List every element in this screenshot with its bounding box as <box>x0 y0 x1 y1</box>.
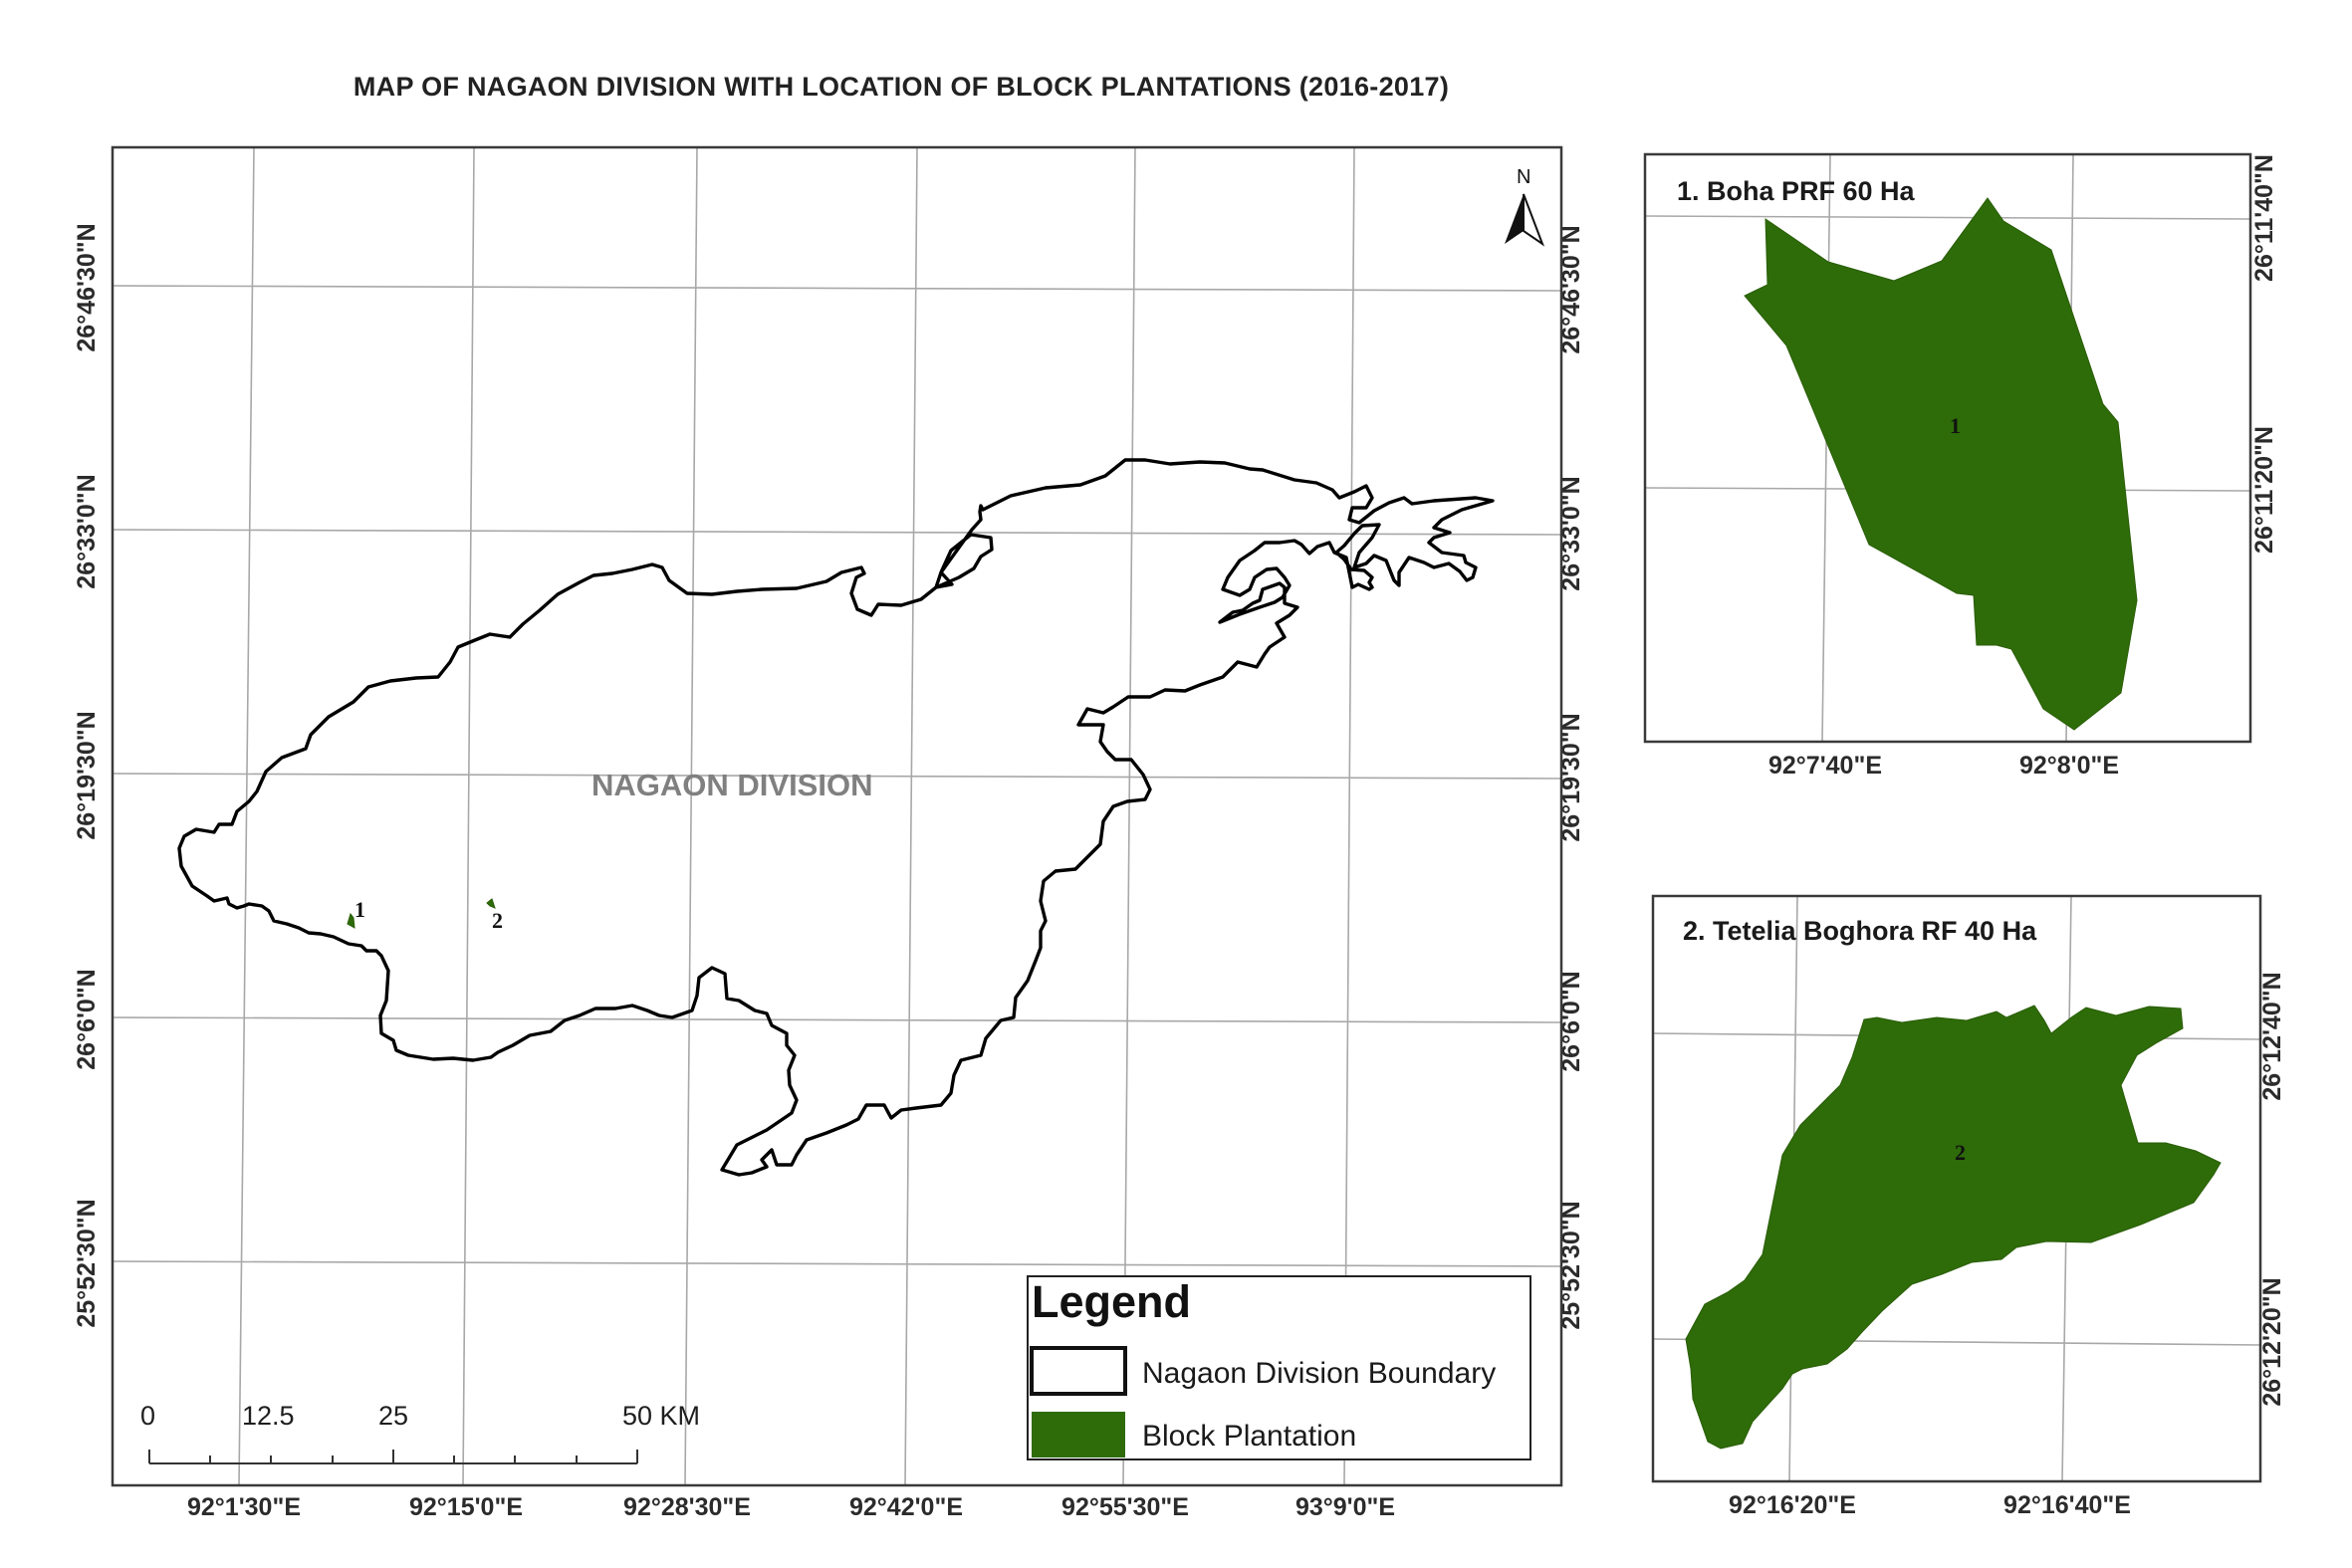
svg-text:92°8'0"E: 92°8'0"E <box>2019 752 2119 780</box>
boha-marker: 1 <box>1950 413 1961 438</box>
latitude-labels-left: 26°46'30"N 26°33'0"N 26°19'30"N 26°6'0"N… <box>73 223 101 1327</box>
nagaon-division-boundary <box>177 458 1495 1177</box>
plantation-marker-2 <box>486 898 496 909</box>
inset-2-frame <box>1651 894 2262 1483</box>
svg-text:25: 25 <box>378 1401 408 1431</box>
svg-text:92°55'30"E: 92°55'30"E <box>1061 1493 1189 1521</box>
svg-text:26°12'20"N: 26°12'20"N <box>2258 1277 2286 1406</box>
main-map-frame <box>111 145 1563 1487</box>
inset-2-tetelia: 2 2. Tetelia Boghora RF 40 Ha 26°12'40"N… <box>1651 894 2286 1519</box>
svg-text:92°16'40"E: 92°16'40"E <box>2003 1491 2131 1519</box>
svg-text:92°7'40"E: 92°7'40"E <box>1768 752 1882 780</box>
inset-1-frame <box>1643 152 2252 744</box>
plantation-label-2: 2 <box>492 908 503 933</box>
longitude-labels: 92°1'30"E 92°15'0"E 92°28'30"E 92°42'0"E… <box>187 1493 1395 1521</box>
north-arrow-letter: N <box>1517 166 1530 188</box>
svg-text:26°19'30"N: 26°19'30"N <box>73 711 101 839</box>
plantation-marker-1 <box>347 912 355 929</box>
svg-text:92°15'0"E: 92°15'0"E <box>409 1493 523 1521</box>
svg-text:26°11'40"N: 26°11'40"N <box>2250 154 2278 282</box>
plantation-label-1: 1 <box>354 897 365 922</box>
svg-text:93°9'0"E: 93°9'0"E <box>1295 1493 1395 1521</box>
boha-plantation-polygon <box>1744 197 2138 731</box>
legend: Legend Nagaon Division Boundary Block Pl… <box>1027 1275 1531 1460</box>
main-graticule <box>112 146 1562 1486</box>
svg-text:26°33'0"N: 26°33'0"N <box>73 474 101 588</box>
legend-item-boundary: Nagaon Division Boundary <box>1142 1357 1496 1390</box>
svg-text:26°46'30"N: 26°46'30"N <box>73 223 101 351</box>
svg-text:50 KM: 50 KM <box>622 1401 700 1431</box>
svg-text:26°6'0"N: 26°6'0"N <box>73 969 101 1069</box>
svg-text:92°16'20"E: 92°16'20"E <box>1729 1491 1856 1519</box>
north-arrow-icon: N <box>1505 166 1545 247</box>
inset-1-title: 1. Boha PRF 60 Ha <box>1677 176 1916 206</box>
legend-title: Legend <box>1032 1276 1191 1327</box>
svg-text:12.5: 12.5 <box>242 1401 295 1431</box>
main-map: 1 2 NAGAON DIVISION N 26°46'30"N 26°33'0… <box>73 145 1585 1521</box>
svg-text:26°11'20"N: 26°11'20"N <box>2250 426 2278 554</box>
tetelia-plantation-polygon <box>1685 1005 2222 1450</box>
svg-text:92°28'30"E: 92°28'30"E <box>623 1493 751 1521</box>
division-label: NAGAON DIVISION <box>591 768 872 802</box>
map-title: MAP OF NAGAON DIVISION WITH LOCATION OF … <box>353 72 1450 102</box>
legend-plantation-symbol <box>1032 1412 1125 1457</box>
svg-text:92°42'0"E: 92°42'0"E <box>849 1493 963 1521</box>
scale-bar: 0 12.5 25 50 KM <box>140 1401 700 1464</box>
svg-text:25°52'30"N: 25°52'30"N <box>73 1199 101 1327</box>
tetelia-marker: 2 <box>1955 1140 1966 1165</box>
svg-text:0: 0 <box>140 1401 155 1431</box>
inset-2-title: 2. Tetelia Boghora RF 40 Ha <box>1683 916 2037 946</box>
legend-boundary-symbol <box>1030 1346 1127 1396</box>
inset-1-boha: 1 1. Boha PRF 60 Ha 26°11'40"N 26°11'20"… <box>1643 152 2278 780</box>
svg-text:26°12'40"N: 26°12'40"N <box>2258 972 2286 1100</box>
legend-item-plantation: Block Plantation <box>1142 1420 1356 1453</box>
svg-text:92°1'30"E: 92°1'30"E <box>187 1493 301 1521</box>
